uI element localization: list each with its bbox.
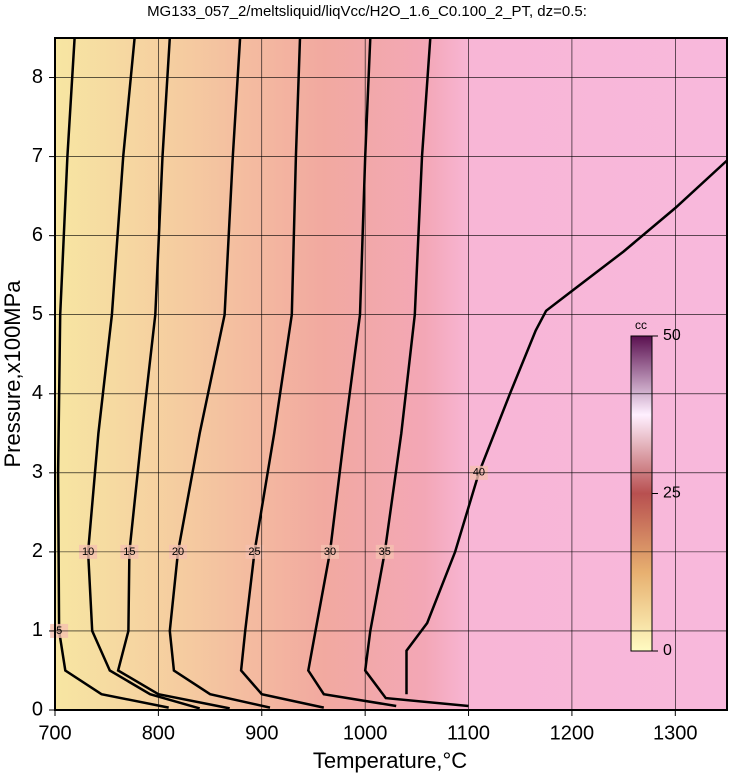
x-tick-label: 900 (245, 722, 278, 744)
colorbar-tick-label: 0 (663, 642, 672, 659)
y-tick-label: 2 (32, 540, 43, 562)
y-tick-label: 5 (32, 303, 43, 325)
y-axis-label: Pressure,x100MPa (0, 280, 25, 468)
x-tick-label: 1200 (550, 722, 595, 744)
x-tick-label: 1000 (343, 722, 388, 744)
x-tick-label: 800 (142, 722, 175, 744)
colorbar-tick-label: 50 (663, 327, 681, 344)
chart-title: MG133_057_2/meltsliquid/liqVcc/H2O_1.6_C… (147, 3, 587, 20)
colorbar-tick-label: 25 (663, 485, 681, 502)
plot-background (55, 38, 727, 710)
contour-line (405, 159, 728, 695)
y-tick-label: 4 (32, 382, 43, 404)
y-tick-label: 6 (32, 224, 43, 246)
y-tick-label: 7 (32, 145, 43, 167)
colorbar-label: cc (635, 318, 647, 332)
y-tick-label: 8 (32, 66, 43, 88)
x-tick-label: 1300 (653, 722, 698, 744)
x-axis-label: Temperature,°C (313, 748, 467, 773)
colorbar (630, 335, 653, 652)
x-tick-label: 700 (38, 722, 71, 744)
y-tick-label: 0 (32, 698, 43, 720)
y-tick-label: 1 (32, 619, 43, 641)
plot-frame (54, 37, 728, 711)
x-tick-label: 1100 (447, 722, 490, 744)
y-tick-label: 3 (32, 461, 43, 483)
